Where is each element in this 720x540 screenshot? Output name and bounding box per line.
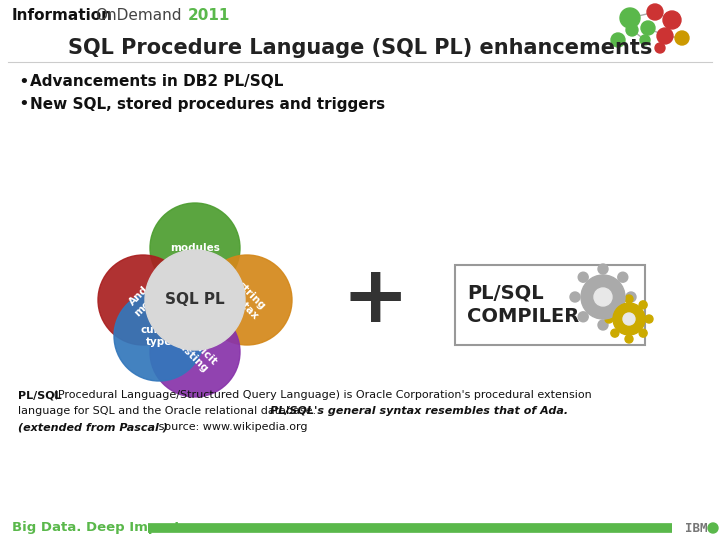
Circle shape: [618, 312, 628, 322]
Circle shape: [625, 295, 633, 303]
Circle shape: [150, 203, 240, 293]
Circle shape: [645, 315, 653, 323]
Text: (Procedural Language/Structured Query Language) is Oracle Corporation's procedur: (Procedural Language/Structured Query La…: [50, 390, 592, 400]
Text: 2011: 2011: [188, 9, 230, 24]
Text: language for SQL and the Oracle relational database.: language for SQL and the Oracle relation…: [18, 406, 320, 416]
Circle shape: [623, 313, 635, 325]
Circle shape: [611, 301, 619, 309]
Circle shape: [150, 307, 240, 397]
Circle shape: [618, 272, 628, 282]
Circle shape: [578, 312, 588, 322]
Text: (extended from Pascal ): (extended from Pascal ): [18, 422, 168, 432]
Circle shape: [570, 292, 580, 302]
Circle shape: [657, 28, 673, 44]
Text: SQL PL: SQL PL: [165, 293, 225, 307]
Text: Advancements in DB2 PL/SQL: Advancements in DB2 PL/SQL: [30, 75, 284, 90]
Circle shape: [655, 43, 665, 53]
Text: OnDemand: OnDemand: [95, 9, 181, 24]
Text: COMPILER: COMPILER: [467, 307, 580, 327]
Text: : source: www.wikipedia.org: : source: www.wikipedia.org: [148, 422, 307, 432]
Circle shape: [605, 315, 613, 323]
Circle shape: [611, 329, 619, 337]
Circle shape: [641, 21, 655, 35]
Circle shape: [639, 301, 647, 309]
Circle shape: [708, 523, 718, 533]
Text: PL/SQL: PL/SQL: [467, 284, 544, 302]
Circle shape: [98, 255, 188, 345]
Circle shape: [640, 35, 650, 45]
Text: •: •: [18, 73, 29, 91]
Circle shape: [594, 288, 612, 306]
Circle shape: [598, 264, 608, 274]
Text: And
more: And more: [125, 282, 161, 319]
Circle shape: [647, 4, 663, 20]
Circle shape: [675, 31, 689, 45]
Circle shape: [202, 255, 292, 345]
Text: IBM: IBM: [685, 522, 708, 535]
Text: •: •: [18, 95, 29, 113]
Circle shape: [639, 329, 647, 337]
Circle shape: [611, 33, 625, 47]
Circle shape: [145, 250, 245, 350]
Circle shape: [578, 272, 588, 282]
Text: New SQL, stored procedures and triggers: New SQL, stored procedures and triggers: [30, 97, 385, 111]
Circle shape: [620, 8, 640, 28]
Text: string
syntax: string syntax: [225, 279, 269, 321]
Text: PL/SQL's general syntax resembles that of Ada.: PL/SQL's general syntax resembles that o…: [270, 406, 568, 416]
Text: PL/SQL: PL/SQL: [18, 390, 62, 400]
Circle shape: [626, 24, 638, 36]
Text: Information: Information: [12, 9, 113, 24]
Circle shape: [663, 11, 681, 29]
Circle shape: [626, 292, 636, 302]
Text: implicit
casting: implicit casting: [172, 329, 218, 375]
Circle shape: [598, 320, 608, 330]
Circle shape: [581, 275, 625, 319]
Text: SQL Procedure Language (SQL PL) enhancements: SQL Procedure Language (SQL PL) enhancem…: [68, 38, 652, 58]
Text: +: +: [341, 261, 409, 339]
Circle shape: [613, 303, 645, 335]
Circle shape: [114, 291, 204, 381]
Text: Big Data. Deep Impact.: Big Data. Deep Impact.: [12, 522, 186, 535]
Text: cursor
type: cursor type: [140, 325, 178, 347]
FancyBboxPatch shape: [455, 265, 645, 345]
Text: modules: modules: [170, 243, 220, 253]
Circle shape: [625, 335, 633, 343]
